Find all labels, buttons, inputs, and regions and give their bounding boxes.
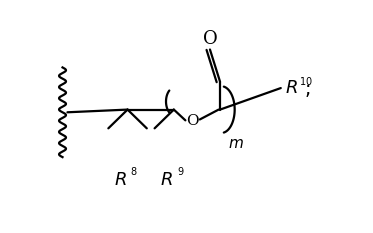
Text: $R$: $R$ (285, 79, 298, 96)
Text: $^9$: $^9$ (177, 167, 184, 181)
Text: $^{10}$: $^{10}$ (299, 77, 313, 91)
Text: $m$: $m$ (228, 136, 244, 151)
Text: $R$: $R$ (114, 171, 127, 189)
Text: ;: ; (304, 80, 311, 99)
Text: $^8$: $^8$ (131, 167, 138, 181)
Text: O: O (203, 30, 217, 48)
Text: $R$: $R$ (160, 171, 173, 189)
Text: O: O (186, 114, 199, 128)
